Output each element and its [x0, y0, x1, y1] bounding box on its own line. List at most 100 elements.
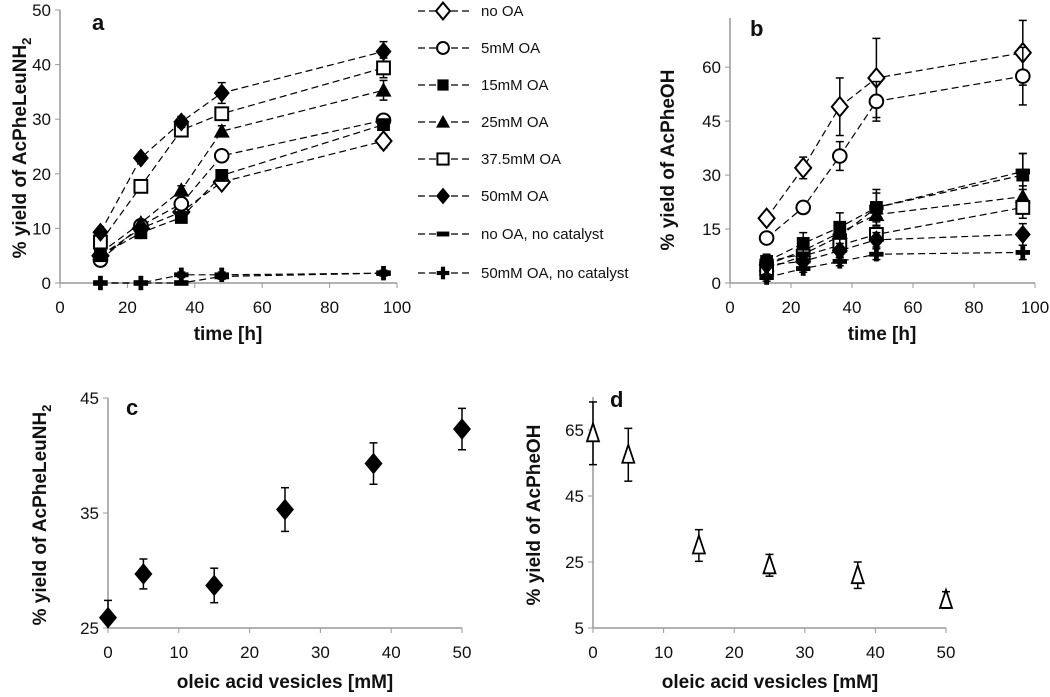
x-tick-label: 100	[383, 298, 411, 317]
data-point	[93, 275, 108, 291]
data-point	[759, 270, 774, 285]
square-marker	[437, 79, 449, 91]
x-tick-label: 40	[382, 643, 401, 662]
xlabel-b: time [h]	[848, 324, 917, 345]
legend-marker	[436, 41, 450, 55]
circle-marker	[173, 196, 190, 212]
data-point	[868, 93, 885, 110]
x-tick-label: 50	[453, 643, 472, 662]
legend-item: 25mM OA	[418, 114, 549, 131]
triangle-marker	[132, 214, 149, 230]
data-point	[850, 562, 865, 585]
data-point	[938, 587, 954, 609]
triangle-marker	[92, 244, 109, 260]
y-tick-label: 50	[32, 1, 51, 20]
data-point	[1014, 224, 1031, 245]
legend-label: 37.5mM OA	[481, 151, 561, 168]
triangle-marker	[1014, 188, 1031, 204]
y-tick-label: 5	[575, 619, 584, 638]
diamond-marker	[205, 574, 224, 597]
legend-label: 50mM OA	[481, 188, 549, 205]
dash-marker	[174, 280, 189, 286]
x-tick-label: 0	[55, 298, 64, 317]
x-tick-label: 10	[654, 643, 673, 662]
y-tick-label: 20	[32, 165, 51, 184]
triangle-marker	[213, 123, 230, 138]
plus-marker-v	[764, 270, 769, 285]
triangle-marker	[585, 420, 601, 443]
panel-a: 0 20 40 60 80 100 0 10 20 30 40 50	[32, 1, 411, 317]
data-point	[377, 118, 390, 132]
data-point	[1014, 188, 1031, 204]
series-no-oa-no-catalyst	[759, 152, 1030, 266]
square-marker	[376, 60, 391, 76]
series-50mm-oa-no-catalyst	[93, 265, 391, 291]
data-point	[92, 222, 109, 242]
plus-marker-v	[138, 275, 144, 291]
y-tick-label: 60	[702, 58, 721, 77]
data-point	[213, 147, 230, 164]
series-25mm-oa	[92, 79, 392, 260]
x-tick-label: 50	[937, 643, 956, 662]
dash-marker	[832, 233, 847, 240]
diamond-marker	[1014, 224, 1031, 245]
legend-label: 5mM OA	[481, 40, 540, 57]
circle-marker	[758, 230, 775, 246]
legend-marker	[436, 152, 450, 166]
triangle-marker	[173, 182, 190, 197]
plus-marker-v	[178, 267, 184, 283]
series-line	[99, 50, 384, 233]
diamond-marker	[831, 241, 848, 261]
data-point	[132, 148, 149, 168]
y-tick-label: 15	[702, 220, 721, 239]
panel-b: 0 20 40 60 80 100 0 15 30 45 60	[702, 18, 1049, 317]
diamond-marker	[134, 563, 153, 585]
x-tick-label: 40	[185, 298, 204, 317]
data-point	[796, 251, 811, 258]
data-point	[868, 230, 885, 250]
series-line	[766, 251, 1023, 279]
data-point	[134, 226, 148, 240]
ylabel-b: % yield of AcPheOH	[658, 70, 679, 251]
data-point	[1015, 200, 1031, 215]
triangle-marker	[850, 562, 865, 585]
x-tick-label: 0	[588, 643, 597, 662]
data-point	[831, 241, 848, 261]
legend-item: 50mM OA	[418, 187, 549, 205]
square-marker	[215, 169, 229, 182]
data-point	[796, 261, 811, 276]
diamond-marker	[374, 129, 393, 153]
plus-marker-v	[98, 275, 103, 291]
circle-marker	[436, 41, 450, 55]
data-point	[793, 156, 813, 180]
y-tick-label: 30	[702, 166, 721, 185]
legend-marker	[436, 115, 450, 128]
diamond-marker	[92, 222, 109, 242]
data-point	[795, 199, 812, 216]
data-point	[213, 123, 230, 138]
dash-marker	[1015, 168, 1030, 175]
square-marker	[377, 118, 390, 132]
data-point	[92, 244, 109, 260]
dash-marker	[796, 251, 811, 258]
ylabel-a: % yield of AcPheLeuNH2	[10, 38, 34, 259]
series-50mm-oa	[92, 40, 392, 242]
diamond-marker	[364, 452, 383, 475]
plus-marker-v	[874, 247, 879, 262]
data-point	[375, 82, 392, 97]
dash-marker	[869, 204, 884, 211]
x-tick-label: 20	[725, 643, 744, 662]
circle-marker	[832, 148, 848, 164]
data-point	[757, 207, 776, 230]
y-tick-label: 35	[80, 504, 99, 523]
legend-marker	[436, 266, 450, 280]
dash-marker	[759, 258, 774, 265]
legend-item: 37.5mM OA	[418, 151, 561, 168]
y-tick-label: 25	[565, 553, 584, 572]
diamond-marker	[436, 187, 450, 205]
triangle-marker	[436, 115, 450, 128]
legend-label: 50mM OA, no catalyst	[481, 265, 629, 282]
